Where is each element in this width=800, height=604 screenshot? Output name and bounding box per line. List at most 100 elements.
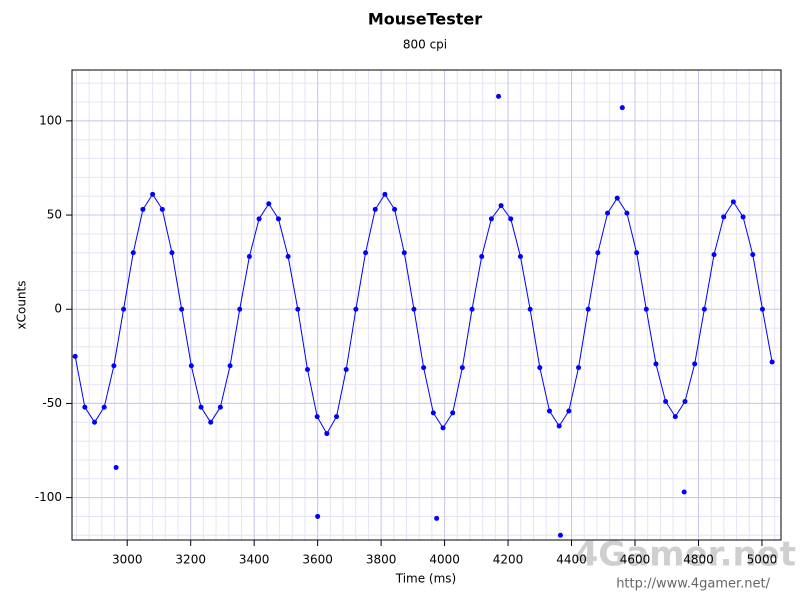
- data-point: [479, 253, 485, 259]
- data-point: [188, 363, 194, 369]
- x-tick-label: 3600: [302, 553, 333, 567]
- y-tick-label: -100: [35, 490, 62, 504]
- data-point: [469, 306, 475, 312]
- data-point: [634, 250, 640, 256]
- data-point: [566, 408, 572, 414]
- data-point: [217, 404, 223, 410]
- data-point: [619, 105, 625, 111]
- x-tick-label: 4200: [493, 553, 524, 567]
- data-point: [663, 399, 669, 405]
- data-point: [643, 306, 649, 312]
- y-tick-label: -50: [42, 396, 62, 410]
- data-point: [314, 414, 320, 420]
- watermark-url: http://www.4gamer.net/: [616, 577, 770, 592]
- data-point: [227, 363, 233, 369]
- data-point: [179, 306, 185, 312]
- data-point: [614, 195, 620, 201]
- data-point: [372, 206, 378, 212]
- data-point: [237, 306, 243, 312]
- data-point: [113, 464, 119, 470]
- data-point: [401, 250, 407, 256]
- data-point: [295, 306, 301, 312]
- data-point: [159, 206, 165, 212]
- data-point: [324, 431, 330, 437]
- data-point: [556, 423, 562, 429]
- x-tick-label: 3400: [239, 553, 270, 567]
- data-point: [246, 253, 252, 259]
- data-point: [140, 206, 146, 212]
- data-point: [692, 361, 698, 367]
- data-point: [605, 210, 611, 216]
- data-point: [750, 252, 756, 258]
- data-point: [304, 367, 310, 373]
- plot-frame: [71, 69, 782, 541]
- data-point: [653, 361, 659, 367]
- x-tick-label: 4600: [620, 553, 651, 567]
- x-tick-label: 3800: [366, 553, 397, 567]
- data-point: [682, 399, 688, 405]
- data-point: [150, 191, 156, 197]
- y-axis-label: xCounts: [15, 281, 29, 330]
- data-point: [92, 419, 98, 425]
- data-point: [430, 410, 436, 416]
- data-point: [421, 365, 427, 371]
- data-point: [711, 252, 717, 258]
- data-point: [343, 367, 349, 373]
- x-tick-label: 4800: [683, 553, 714, 567]
- data-point: [498, 203, 504, 209]
- data-point: [82, 404, 88, 410]
- data-point: [275, 216, 281, 222]
- data-point: [672, 414, 678, 420]
- data-point: [496, 93, 502, 99]
- data-point: [101, 404, 107, 410]
- data-point: [392, 206, 398, 212]
- data-point: [382, 191, 388, 197]
- data-point: [459, 365, 465, 371]
- data-point: [730, 199, 736, 205]
- x-tick-label: 3200: [175, 553, 206, 567]
- x-tick-label: 5000: [747, 553, 778, 567]
- data-point: [769, 359, 775, 365]
- data-point: [315, 513, 321, 519]
- data-point: [517, 253, 523, 259]
- data-point: [169, 250, 175, 256]
- data-point: [198, 404, 204, 410]
- data-point: [508, 216, 514, 222]
- data-point: [740, 214, 746, 220]
- x-tick-label: 3000: [112, 553, 143, 567]
- data-point: [121, 306, 127, 312]
- data-point: [585, 306, 591, 312]
- data-point: [557, 532, 563, 538]
- data-point: [537, 365, 543, 371]
- chart-subtitle: 800 cpi: [403, 38, 447, 52]
- y-tick-label: 50: [47, 208, 62, 222]
- data-point: [488, 216, 494, 222]
- data-point: [450, 410, 456, 416]
- watermark: 4Gamer.net: [575, 535, 796, 575]
- data-point: [701, 306, 707, 312]
- data-point: [353, 306, 359, 312]
- data-point: [576, 365, 582, 371]
- data-point: [130, 250, 136, 256]
- data-point: [208, 419, 214, 425]
- data-point: [285, 253, 291, 259]
- data-point: [624, 210, 630, 216]
- data-point: [527, 306, 533, 312]
- data-point: [334, 414, 340, 420]
- data-point: [595, 250, 601, 256]
- y-tick-label: 0: [54, 302, 62, 316]
- x-tick-label: 4000: [429, 553, 460, 567]
- data-point: [759, 306, 765, 312]
- x-axis-label: Time (ms): [395, 572, 457, 586]
- data-point: [440, 425, 446, 431]
- data-point: [111, 363, 117, 369]
- data-point: [546, 408, 552, 414]
- chart-title: MouseTester: [368, 10, 482, 29]
- data-point: [72, 353, 78, 359]
- data-point: [434, 515, 440, 521]
- data-point: [266, 201, 272, 207]
- data-point: [363, 250, 369, 256]
- data-point: [721, 214, 727, 220]
